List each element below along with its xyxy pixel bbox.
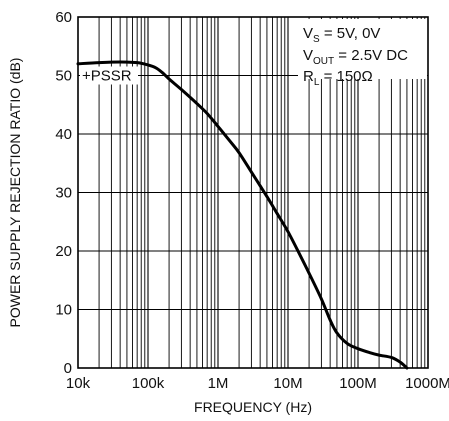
annotation-subscript: L	[314, 77, 320, 88]
x-tick-label: 100M	[339, 375, 377, 392]
y-tick-label: 60	[55, 9, 72, 26]
annotation-rest: = 5V, 0V	[320, 25, 381, 42]
x-tick-label: 10k	[66, 375, 91, 392]
annotation-background	[298, 19, 427, 79]
y-axis-title: POWER SUPPLY REJECTION RATIO (dB)	[7, 58, 23, 328]
x-tick-label: 1M	[208, 375, 229, 392]
y-tick-label: 30	[55, 185, 72, 202]
x-tick-label: 10M	[273, 375, 302, 392]
load-resistance-annotation: RL = 150Ω	[303, 68, 373, 88]
output-voltage-annotation: VOUT = 2.5V DC	[303, 47, 408, 67]
y-tick-label: 40	[55, 126, 72, 143]
x-tick-labels: 10k 100k 1M 10M 100M 1000M	[66, 375, 449, 392]
annotation-rest: = 2.5V DC	[334, 47, 408, 64]
y-tick-label: 10	[55, 302, 72, 319]
x-tick-label: 100k	[132, 375, 165, 392]
y-tick-label: 20	[55, 243, 72, 260]
y-tick-labels: 0 10 20 30 40 50 60	[55, 9, 72, 377]
y-tick-label: 0	[64, 360, 72, 377]
annotation-subscript: OUT	[313, 56, 334, 67]
supply-voltage-annotation: VS = 5V, 0V	[303, 25, 380, 45]
psrr-series-line	[76, 60, 409, 370]
annotation-subscript: S	[313, 34, 320, 45]
annotation-main: V	[303, 25, 313, 42]
annotation-main: V	[303, 47, 313, 64]
curve-label-background	[80, 66, 138, 85]
y-tick-label: 50	[55, 68, 72, 85]
series-label: +PSSR	[82, 68, 132, 85]
x-axis-title: FREQUENCY (Hz)	[194, 399, 312, 415]
plot-frame	[77, 16, 429, 369]
annotation-main: R	[303, 68, 314, 85]
x-tick-label: 1000M	[405, 375, 449, 392]
annotation-rest: = 150Ω	[319, 68, 372, 85]
